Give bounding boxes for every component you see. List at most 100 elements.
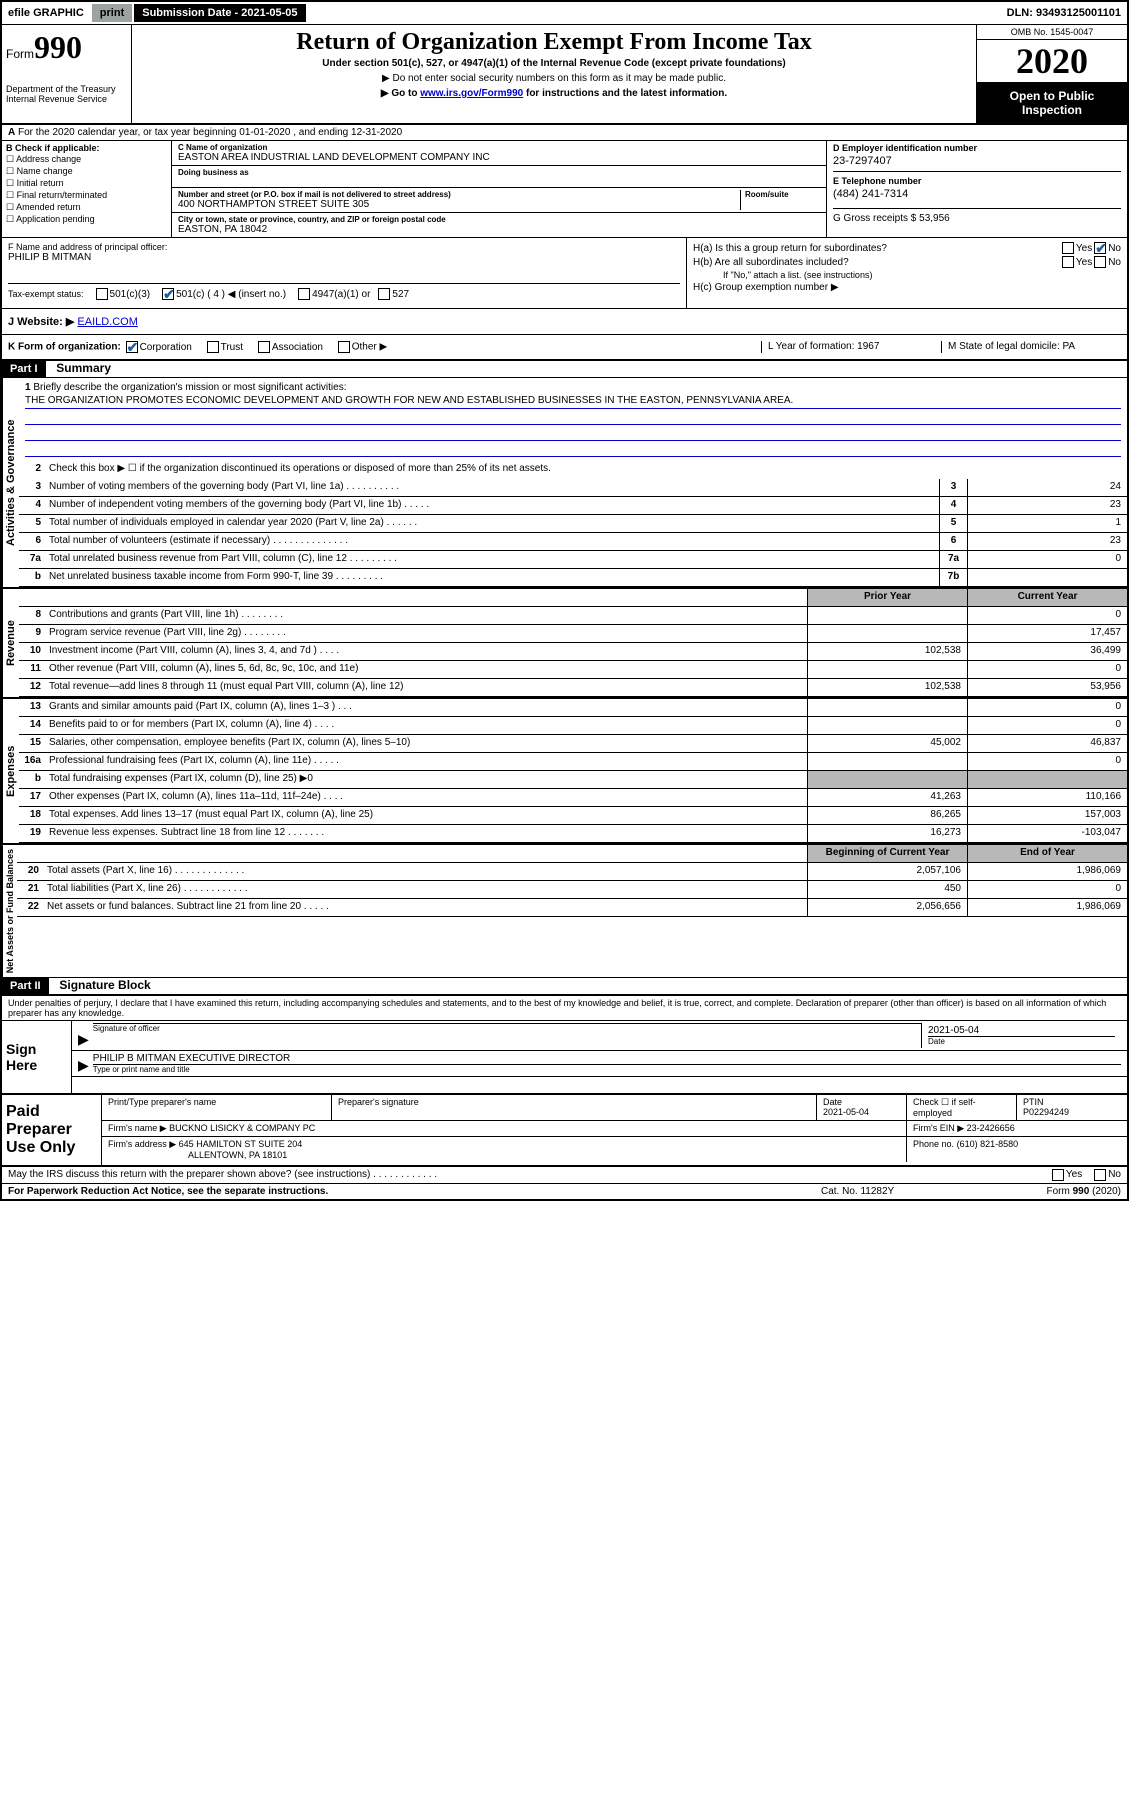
row-a-text: For the 2020 calendar year, or tax year … <box>18 127 402 138</box>
form-subtitle: Under section 501(c), 527, or 4947(a)(1)… <box>136 58 972 69</box>
may-irs-text: May the IRS discuss this return with the… <box>8 1169 1050 1181</box>
row-a: A For the 2020 calendar year, or tax yea… <box>2 125 1127 141</box>
begin-year-header: Beginning of Current Year <box>807 845 967 862</box>
col-f: F Name and address of principal officer:… <box>2 238 687 308</box>
may-irs-row: May the IRS discuss this return with the… <box>2 1165 1127 1183</box>
chk-corp[interactable] <box>126 341 138 353</box>
footer-row: For Paperwork Reduction Act Notice, see … <box>2 1183 1127 1199</box>
ptin-label: PTIN <box>1023 1097 1044 1107</box>
goto-post: for instructions and the latest informat… <box>523 88 727 99</box>
header-row: Form990 Department of the Treasury Inter… <box>2 25 1127 125</box>
open-public-badge: Open to Public Inspection <box>977 83 1127 123</box>
firm-addr-label: Firm's address ▶ <box>108 1139 176 1149</box>
dba-row: Doing business as <box>172 166 826 188</box>
chk-address[interactable]: ☐ Address change <box>6 154 167 165</box>
room-label: Room/suite <box>745 190 820 199</box>
city-row: City or town, state or province, country… <box>172 213 826 237</box>
state-domicile: M State of legal domicile: PA <box>941 341 1121 353</box>
irs-link[interactable]: www.irs.gov/Form990 <box>420 88 523 99</box>
print-button[interactable]: print <box>92 4 132 22</box>
addr-row: Number and street (or P.O. box if mail i… <box>172 188 826 213</box>
tel-value: (484) 241-7314 <box>833 188 1121 200</box>
gross-receipts: G Gross receipts $ 53,956 <box>833 213 1121 224</box>
form-title: Return of Organization Exempt From Incom… <box>136 29 972 56</box>
prep-date: 2021-05-04 <box>823 1107 869 1117</box>
col-b: B Check if applicable: ☐ Address change … <box>2 141 172 237</box>
prep-name-label: Print/Type preparer's name <box>102 1095 332 1120</box>
firm-addr2: ALLENTOWN, PA 18101 <box>108 1150 287 1160</box>
form-number: Form990 <box>6 29 127 66</box>
cat-no: Cat. No. 11282Y <box>821 1186 971 1197</box>
ha-yes[interactable] <box>1062 242 1074 254</box>
type-label: Type or print name and title <box>93 1064 1121 1074</box>
vert-revenue: Revenue <box>2 589 19 697</box>
officer-name-val: PHILIP B MITMAN EXECUTIVE DIRECTOR <box>93 1053 1121 1064</box>
submission-date: Submission Date - 2021-05-05 <box>134 4 305 22</box>
chk-other[interactable] <box>338 341 350 353</box>
ptin-val: P02294249 <box>1023 1107 1069 1117</box>
arrow-icon: ▶ <box>78 1031 89 1048</box>
ein-label: D Employer identification number <box>833 143 1121 153</box>
row-j: J Website: ▶ EAILD.COM <box>2 309 1127 335</box>
revenue-section: Revenue Prior Year Current Year 8Contrib… <box>2 589 1127 699</box>
ha-no[interactable] <box>1094 242 1106 254</box>
officer-label: F Name and address of principal officer: <box>8 242 680 252</box>
sig-officer-label: Signature of officer <box>93 1023 921 1033</box>
chk-501c3[interactable] <box>96 288 108 300</box>
header-right: OMB No. 1545-0047 2020 Open to Public In… <box>977 25 1127 123</box>
chk-name[interactable]: ☐ Name change <box>6 166 167 177</box>
vert-expenses: Expenses <box>2 699 19 843</box>
ha-label: H(a) Is this a group return for subordin… <box>693 243 1060 254</box>
form-label: Form <box>6 47 34 61</box>
website-label: J Website: ▶ <box>8 316 74 328</box>
mayirs-yes[interactable] <box>1052 1169 1064 1181</box>
chk-assoc[interactable] <box>258 341 270 353</box>
col-h: H(a) Is this a group return for subordin… <box>687 238 1127 308</box>
activities-section: Activities & Governance 1 Briefly descri… <box>2 378 1127 589</box>
goto-pre: ▶ Go to <box>381 88 420 99</box>
col-d: D Employer identification number 23-7297… <box>827 141 1127 237</box>
sign-here-label: Sign Here <box>2 1021 72 1093</box>
website-link[interactable]: EAILD.COM <box>77 316 138 328</box>
chk-final[interactable]: ☐ Final return/terminated <box>6 190 167 201</box>
q1-text: Briefly describe the organization's miss… <box>33 382 346 393</box>
dba-label: Doing business as <box>178 168 820 177</box>
chk-trust[interactable] <box>207 341 219 353</box>
q2-text: Check this box ▶ ☐ if the organization d… <box>45 461 1127 479</box>
hb-no[interactable] <box>1094 256 1106 268</box>
header-center: Return of Organization Exempt From Incom… <box>132 25 977 123</box>
omb-number: OMB No. 1545-0047 <box>977 25 1127 40</box>
form-org-label: K Form of organization: <box>8 342 121 353</box>
chk-pending[interactable]: ☐ Application pending <box>6 214 167 225</box>
hb-note: If "No," attach a list. (see instruction… <box>693 270 1121 280</box>
part2-header: Part II <box>2 978 49 994</box>
org-name-row: C Name of organization EASTON AREA INDUS… <box>172 141 826 166</box>
form-990-number: 990 <box>34 29 82 65</box>
hb-yes[interactable] <box>1062 256 1074 268</box>
penalties-text: Under penalties of perjury, I declare th… <box>2 995 1127 1020</box>
chk-527[interactable] <box>378 288 390 300</box>
mayirs-no[interactable] <box>1094 1169 1106 1181</box>
note-goto: ▶ Go to www.irs.gov/Form990 for instruct… <box>136 88 972 99</box>
part1-header: Part I <box>2 361 46 377</box>
col-b-label: B Check if applicable: <box>6 143 100 153</box>
ein-value: 23-7297407 <box>833 155 1121 167</box>
dept-treasury: Department of the Treasury <box>6 84 127 94</box>
chk-initial[interactable]: ☐ Initial return <box>6 178 167 189</box>
phone-val: (610) 821-8580 <box>957 1139 1019 1149</box>
row-k: K Form of organization: Corporation Trus… <box>2 335 1127 361</box>
chk-4947[interactable] <box>298 288 310 300</box>
mission-box: 1 Briefly describe the organization's mi… <box>19 378 1127 461</box>
header-left: Form990 Department of the Treasury Inter… <box>2 25 132 123</box>
tel-label: E Telephone number <box>833 176 1121 186</box>
mission-text: THE ORGANIZATION PROMOTES ECONOMIC DEVEL… <box>25 393 1121 409</box>
form-container: efile GRAPHIC print Submission Date - 20… <box>0 0 1129 1201</box>
preparer-section: Paid Preparer Use Only Print/Type prepar… <box>2 1093 1127 1165</box>
chk-amended[interactable]: ☐ Amended return <box>6 202 167 213</box>
part2-title: Signature Block <box>51 978 150 992</box>
chk-501c[interactable] <box>162 288 174 300</box>
city-value: EASTON, PA 18042 <box>178 224 820 235</box>
phone-label: Phone no. <box>913 1139 954 1149</box>
section-fh: F Name and address of principal officer:… <box>2 238 1127 309</box>
section-bcd: B Check if applicable: ☐ Address change … <box>2 141 1127 238</box>
